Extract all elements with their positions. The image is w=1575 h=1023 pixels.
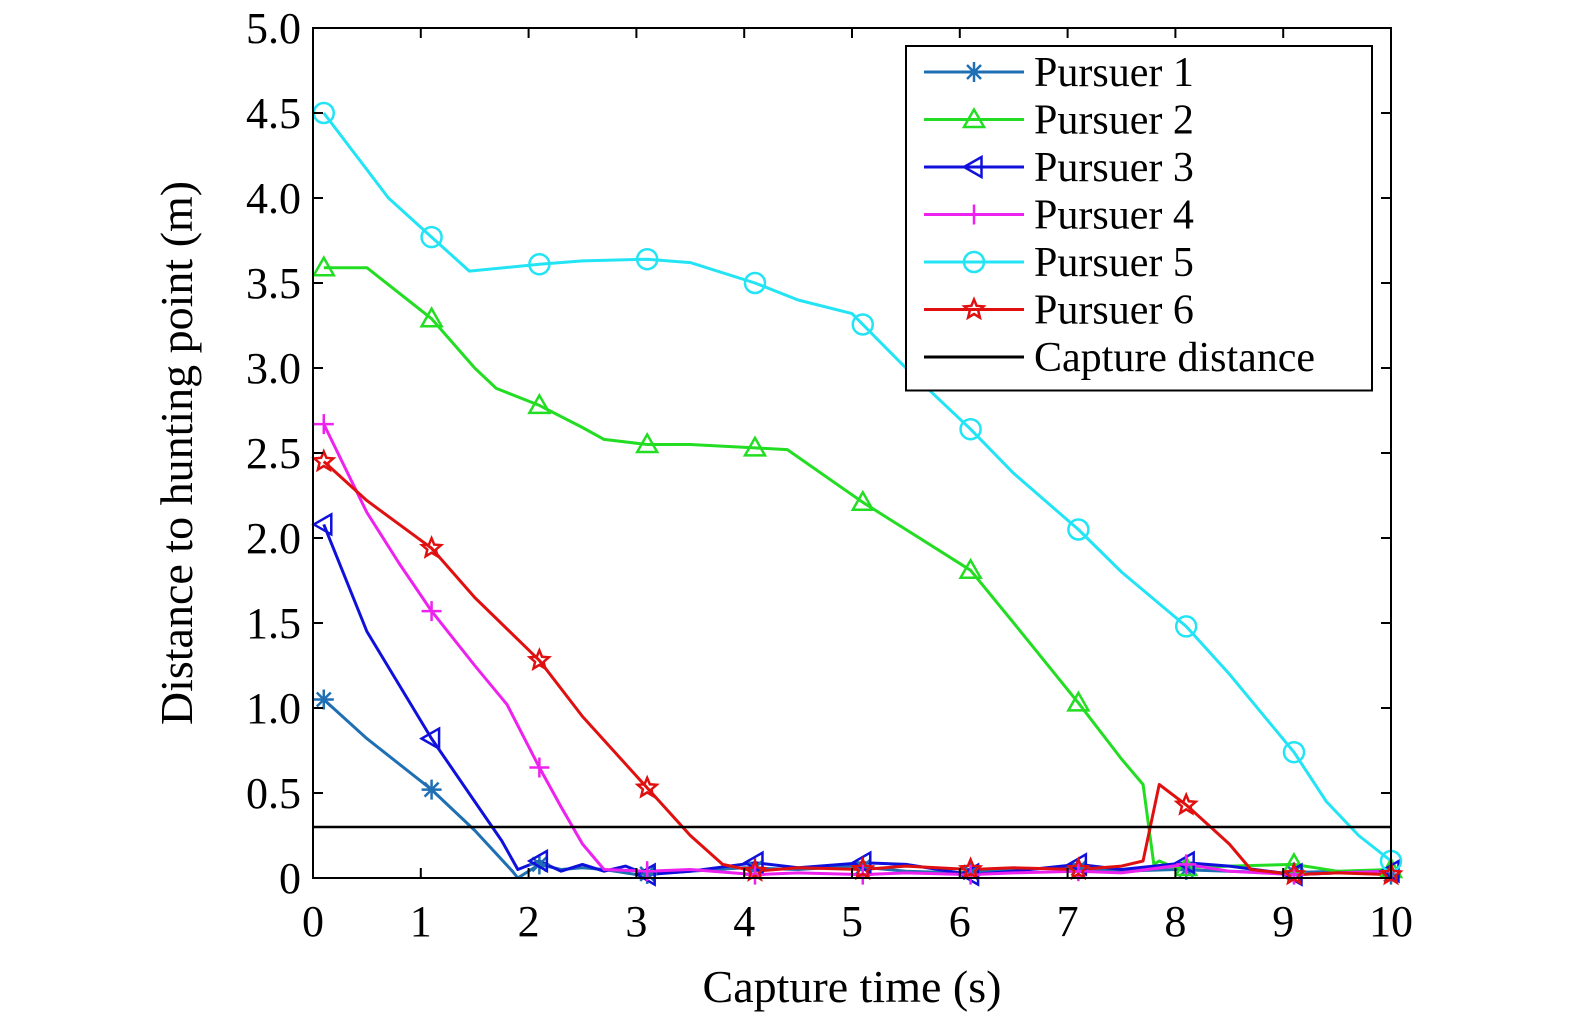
legend-marker	[964, 204, 984, 225]
series-5-point	[635, 247, 659, 271]
x-tick-label: 2	[518, 897, 540, 946]
series-5-point	[851, 313, 875, 336]
x-tick-label: 7	[1057, 897, 1079, 946]
x-axis-label: Capture time (s)	[703, 961, 1002, 1012]
legend-item: Pursuer 4	[924, 193, 1194, 239]
x-tick-label: 3	[625, 897, 647, 946]
series-6-point	[1065, 856, 1091, 881]
series-6-point	[1378, 861, 1404, 886]
y-tick-label: 1.5	[246, 599, 301, 648]
series-layer	[313, 112, 1391, 878]
y-tick-label: 3.0	[246, 344, 301, 393]
series-1-point	[421, 779, 442, 800]
series-3-point	[526, 848, 549, 874]
y-axis-label: Distance to hunting point (m)	[151, 181, 202, 725]
series-3-point	[419, 726, 441, 751]
series-4-point	[313, 414, 334, 435]
legend-marker	[962, 250, 986, 274]
y-tick-label: 2.5	[246, 429, 301, 478]
x-tick-label: 10	[1369, 897, 1413, 946]
series-5-point	[1067, 518, 1090, 541]
series-6-point	[311, 448, 337, 473]
series-5-point	[743, 271, 767, 295]
legend-label: Pursuer 6	[1034, 288, 1194, 334]
x-tick-label: 1	[410, 897, 432, 946]
y-tick-label: 4.5	[246, 89, 301, 138]
legend-item: Capture distance	[924, 335, 1315, 381]
series-5-point	[420, 225, 443, 249]
series-1-point	[313, 689, 334, 710]
series-2-point	[311, 255, 336, 277]
y-tick-label: 0	[279, 854, 301, 903]
x-tick-label: 0	[302, 897, 324, 946]
series-5-point	[959, 417, 982, 441]
series-6-point	[1173, 791, 1199, 816]
series-5-point	[1174, 615, 1198, 638]
marker-layer	[311, 101, 1404, 887]
legend-item: Pursuer 2	[924, 98, 1194, 144]
series-6-point	[526, 647, 552, 672]
y-tick-label: 5.0	[246, 4, 301, 53]
x-tick-label: 8	[1164, 897, 1186, 946]
series-6-point	[742, 857, 768, 882]
legend-marker	[961, 296, 987, 321]
y-tick-label: 3.5	[246, 259, 301, 308]
series-6-point	[418, 534, 445, 559]
series-line-3	[322, 523, 1391, 877]
series-3-point	[311, 512, 333, 537]
legend-item: Pursuer 5	[924, 240, 1194, 286]
legend-marker	[961, 106, 987, 129]
series-2-point	[635, 431, 660, 454]
series-6-point	[850, 856, 876, 881]
legend-box	[905, 45, 1373, 392]
legend-marker	[964, 62, 984, 82]
legend-marker	[961, 154, 983, 180]
y-tick-label: 1.0	[246, 684, 301, 733]
series-2-point	[419, 306, 444, 328]
series-6-point	[1281, 861, 1307, 886]
x-tick-label: 6	[949, 897, 971, 946]
y-tick-label: 4.0	[246, 174, 301, 223]
legend-label: Pursuer 5	[1034, 240, 1194, 286]
legend-label: Pursuer 3	[1034, 145, 1194, 191]
series-2-point	[527, 392, 552, 415]
legend-label: Pursuer 2	[1034, 98, 1194, 144]
x-tick-label: 5	[841, 897, 863, 946]
series-4-point	[1176, 854, 1197, 875]
series-line-5	[322, 112, 1391, 863]
series-4-point	[529, 757, 550, 778]
legend-item: Pursuer 3	[924, 145, 1194, 191]
x-tick-label: 9	[1272, 897, 1294, 946]
series-6-point	[957, 856, 984, 881]
x-tick-label: 4	[733, 897, 755, 946]
series-line-6	[322, 460, 1391, 877]
series-2-point	[742, 435, 768, 457]
series-5-point	[1282, 740, 1306, 764]
legend-item: Pursuer 1	[924, 50, 1194, 96]
y-tick-label: 2.0	[246, 514, 301, 563]
series-2-point	[958, 557, 983, 580]
legend-label: Pursuer 1	[1034, 50, 1194, 96]
series-6-point	[634, 774, 660, 799]
series-5-point	[528, 253, 551, 276]
y-tick-label: 0.5	[246, 769, 301, 818]
legend-label: Pursuer 4	[1034, 193, 1194, 239]
legend-label: Capture distance	[1034, 335, 1315, 381]
series-4-point	[421, 601, 442, 622]
legend-item: Pursuer 6	[924, 288, 1194, 334]
series-2-point	[1066, 690, 1091, 712]
series-2-point	[850, 489, 875, 512]
axis-layer: 0 1 2 3 4 5 6 7 8 9 10 0 0.5 1.0 1.5 2.0 2.5 3.0 3.5 4.0 4.5…	[246, 4, 1413, 946]
